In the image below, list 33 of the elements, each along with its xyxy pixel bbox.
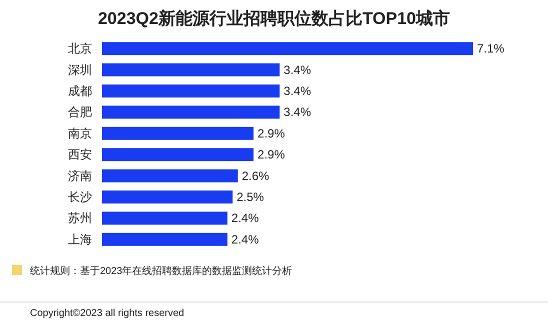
data-label: 3.4% bbox=[284, 62, 312, 77]
y-tick-label: 南京 bbox=[68, 126, 92, 140]
bar bbox=[102, 42, 473, 56]
bar bbox=[102, 212, 228, 225]
chart-title: 2023Q2新能源行业招聘职位数占比TOP10城市 bbox=[98, 9, 450, 28]
bar bbox=[102, 190, 233, 204]
y-tick-label: 济南 bbox=[68, 168, 92, 183]
data-label: 2.4% bbox=[231, 211, 260, 226]
bar bbox=[102, 84, 280, 98]
y-tick-label: 北京 bbox=[68, 42, 92, 56]
bar bbox=[102, 106, 280, 119]
bar bbox=[102, 232, 228, 246]
y-tick-label: 深圳 bbox=[68, 62, 92, 77]
bar bbox=[102, 148, 254, 162]
data-label: 2.9% bbox=[258, 126, 286, 140]
data-label: 2.6% bbox=[242, 168, 270, 183]
data-label: 7.1% bbox=[477, 42, 505, 56]
y-tick-label: 长沙 bbox=[68, 190, 92, 204]
bar bbox=[102, 169, 238, 182]
y-tick-label: 苏州 bbox=[68, 211, 92, 226]
y-tick-label: 合肥 bbox=[68, 105, 92, 120]
data-label: 3.4% bbox=[284, 105, 312, 120]
bar bbox=[102, 126, 254, 140]
data-label: 3.4% bbox=[284, 84, 312, 98]
y-tick-label: 上海 bbox=[68, 232, 92, 246]
bar bbox=[102, 63, 280, 76]
data-label: 2.4% bbox=[231, 232, 260, 246]
y-tick-label: 西安 bbox=[68, 148, 92, 162]
data-label: 2.5% bbox=[236, 190, 264, 204]
text: 统计规则：基于2023年在线招聘数据库的数据监测统计分析 bbox=[30, 265, 292, 277]
data-label: 2.9% bbox=[258, 148, 286, 162]
text: Copyright©2023 all rights reserved bbox=[30, 308, 184, 319]
y-tick-label: 成都 bbox=[68, 84, 92, 98]
